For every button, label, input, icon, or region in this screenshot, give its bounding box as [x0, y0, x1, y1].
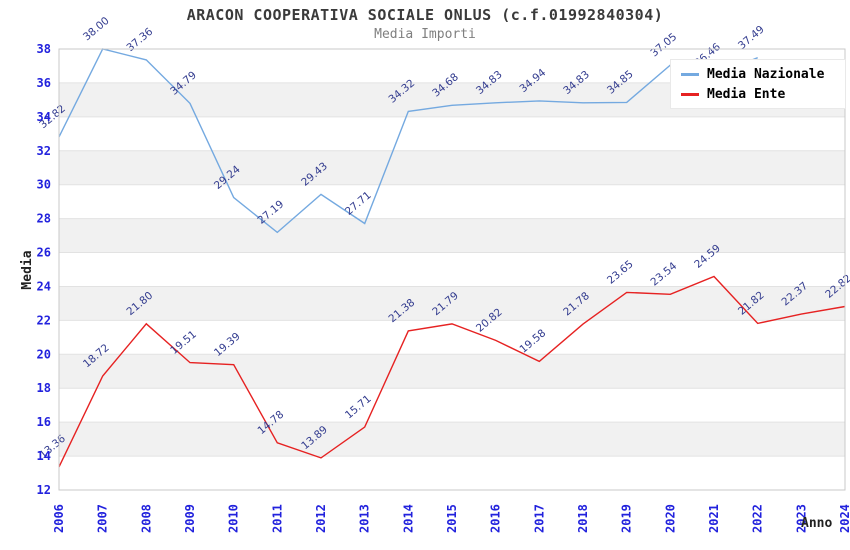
svg-text:32: 32 — [37, 144, 51, 158]
y-axis-tick-labels: 12 14 16 18 20 22 24 26 28 30 32 34 36 38 — [37, 42, 51, 497]
svg-text:26: 26 — [37, 246, 51, 260]
svg-text:2016: 2016 — [489, 504, 503, 533]
svg-text:22: 22 — [37, 313, 51, 327]
svg-text:20: 20 — [37, 347, 51, 361]
svg-text:2015: 2015 — [445, 504, 459, 533]
svg-text:34: 34 — [37, 110, 51, 124]
svg-text:2017: 2017 — [532, 504, 546, 533]
chart-subtitle: Media Importi — [374, 27, 476, 42]
svg-text:2007: 2007 — [96, 504, 110, 533]
x-axis-title: Anno — [801, 516, 833, 531]
svg-text:37.49: 37.49 — [736, 23, 767, 52]
chart-title: ARACON COOPERATIVA SOCIALE ONLUS (c.f.01… — [186, 6, 664, 24]
y-axis-title: Media — [20, 250, 35, 289]
svg-text:2008: 2008 — [139, 504, 153, 533]
svg-text:28: 28 — [37, 212, 51, 226]
plot-bands — [59, 49, 845, 490]
svg-text:38.00: 38.00 — [81, 15, 112, 44]
legend: Media Nazionale Media Ente — [670, 59, 846, 109]
series-line-media-nazionale — [58, 48, 758, 234]
media-nazionale-line-swatch-icon — [681, 72, 699, 76]
svg-text:2019: 2019 — [620, 504, 634, 533]
svg-text:2022: 2022 — [751, 504, 765, 533]
legend-label-media-nazionale: Media Nazionale — [707, 66, 825, 82]
legend-item-media-ente: Media Ente — [681, 84, 845, 104]
svg-text:24: 24 — [37, 279, 51, 293]
plot-border — [58, 48, 846, 491]
series-line-media-ente — [58, 275, 846, 468]
svg-text:12: 12 — [37, 483, 51, 497]
svg-text:2023: 2023 — [794, 504, 808, 533]
svg-text:30: 30 — [37, 178, 51, 192]
svg-text:2020: 2020 — [663, 504, 677, 533]
svg-text:2010: 2010 — [227, 504, 241, 533]
svg-text:18: 18 — [37, 381, 51, 395]
svg-text:2018: 2018 — [576, 504, 590, 533]
x-axis-tick-labels: 2006 2007 2008 2009 2010 2011 2012 2013 2014 2015… — [52, 504, 850, 533]
svg-text:14: 14 — [37, 449, 51, 463]
svg-text:2006: 2006 — [52, 504, 66, 533]
svg-text:16: 16 — [37, 415, 51, 429]
svg-text:2013: 2013 — [358, 504, 372, 533]
svg-text:38: 38 — [37, 42, 51, 56]
media-ente-line-swatch-icon — [681, 92, 699, 96]
svg-text:2024: 2024 — [838, 504, 850, 533]
svg-text:2009: 2009 — [183, 504, 197, 533]
svg-text:2012: 2012 — [314, 504, 328, 533]
horizontal-gridlines — [59, 82, 845, 457]
svg-text:2014: 2014 — [401, 504, 415, 533]
legend-label-media-ente: Media Ente — [707, 86, 786, 102]
legend-item-media-nazionale: Media Nazionale — [681, 64, 845, 84]
svg-text:2011: 2011 — [270, 504, 284, 533]
svg-text:2021: 2021 — [707, 504, 721, 533]
svg-text:36: 36 — [37, 76, 51, 90]
